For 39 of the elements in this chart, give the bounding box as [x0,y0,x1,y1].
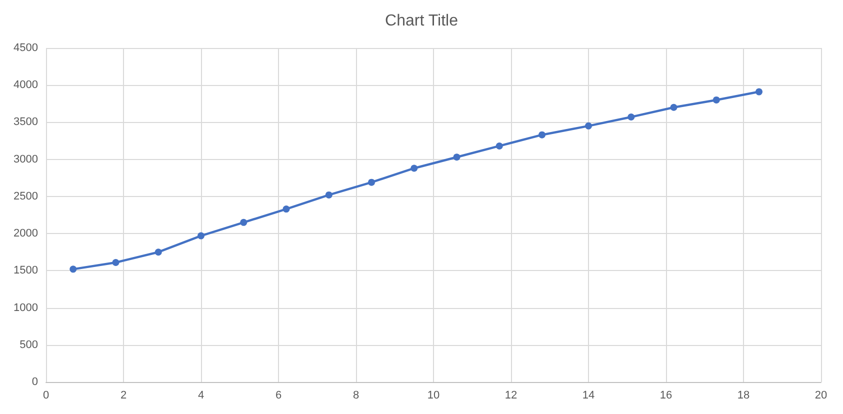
point [628,114,635,121]
x-tick-label: 6 [275,390,282,402]
y-tick-label: 3500 [14,116,38,128]
y-tick-label: 0 [32,376,38,388]
point [70,266,77,273]
point [670,104,678,111]
point [496,142,503,150]
point [756,88,762,96]
x-tick-label: 2 [120,390,127,402]
y-tick-label: 1500 [14,264,38,277]
x-tick-label: 10 [427,390,440,402]
y-tick-label: 4500 [14,42,38,54]
point [368,178,375,186]
x-tick-label: 4 [198,390,204,402]
point [585,122,592,130]
x-tick-label: 12 [504,390,518,402]
y-tick-label: 4000 [14,79,38,92]
x-tick-label: 0 [42,390,50,402]
y-tick-label: 2500 [14,190,38,202]
point [154,248,162,256]
x-tick-label: 16 [660,390,672,402]
y-tick-label: 1000 [14,302,38,314]
point [112,259,120,266]
point [325,191,332,198]
x-tick-label: 20 [814,390,828,402]
point [538,131,546,138]
chart-title: Chart Title [385,12,458,30]
point [410,164,418,172]
point [453,154,460,161]
x-tick-label: 8 [352,390,360,402]
y-tick-label: 3000 [14,153,38,166]
point [712,96,720,104]
point [240,218,248,226]
point [282,206,290,213]
x-tick-label: 14 [582,390,595,402]
y-tick-label: 500 [20,338,38,351]
y-tick-label: 2000 [14,228,38,240]
point [198,232,204,240]
x-tick-label: 18 [737,390,750,402]
